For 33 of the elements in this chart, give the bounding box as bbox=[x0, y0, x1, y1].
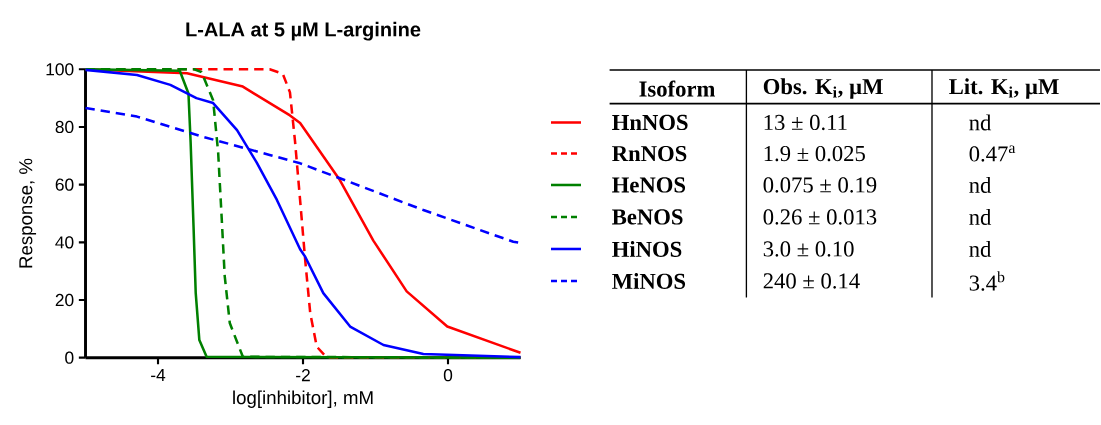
y-tick-label: 60 bbox=[55, 178, 74, 191]
y-tick-label: 100 bbox=[46, 63, 74, 76]
x-tick-label: -2 bbox=[296, 369, 310, 382]
text: 0.26 ± 0.013 bbox=[763, 209, 877, 225]
text: 1.9 ± 0.025 bbox=[764, 145, 865, 162]
text: 3.0 ± 0.10 bbox=[763, 241, 854, 257]
legend-label: HeNOS bbox=[612, 177, 686, 193]
text: nd bbox=[969, 241, 992, 257]
x-tick-label: 0 bbox=[443, 369, 453, 382]
text: 13 ± 0.11 bbox=[764, 114, 847, 131]
x-axis-title: log[inhibitor], mM bbox=[233, 390, 373, 408]
legend-label: RnNOS bbox=[612, 145, 687, 162]
legend-title: Isoform bbox=[639, 80, 715, 97]
x-tick-label: -4 bbox=[151, 369, 166, 381]
text: Lit. K$_{i}$, µM bbox=[949, 78, 1059, 99]
text: nd bbox=[969, 177, 992, 193]
text: Obs. K$_{i}$, µM bbox=[763, 78, 883, 99]
legend-label: HiNOS bbox=[612, 241, 682, 257]
y-tick-label: 80 bbox=[55, 120, 74, 134]
y-tick-label: 40 bbox=[55, 236, 74, 249]
y-axis-title: Response, % bbox=[19, 158, 37, 268]
text: 0.075 ± 0.19 bbox=[763, 177, 877, 193]
legend-label: HnNOS bbox=[612, 114, 688, 131]
chart-title: L-ALA at 5 µM L-arginine bbox=[186, 21, 421, 41]
legend-label: MiNOS bbox=[612, 273, 686, 289]
text: 240 ± 0.14 bbox=[763, 273, 860, 289]
y-tick-label: 20 bbox=[55, 293, 74, 307]
legend-label: BeNOS bbox=[612, 209, 683, 225]
text: 0.47$^{a}$ bbox=[969, 145, 1016, 162]
text: nd bbox=[969, 209, 992, 225]
y-tick-label: 0 bbox=[65, 351, 74, 364]
text: nd bbox=[969, 114, 992, 131]
text: 3.4$^{b}$ bbox=[969, 271, 1005, 291]
